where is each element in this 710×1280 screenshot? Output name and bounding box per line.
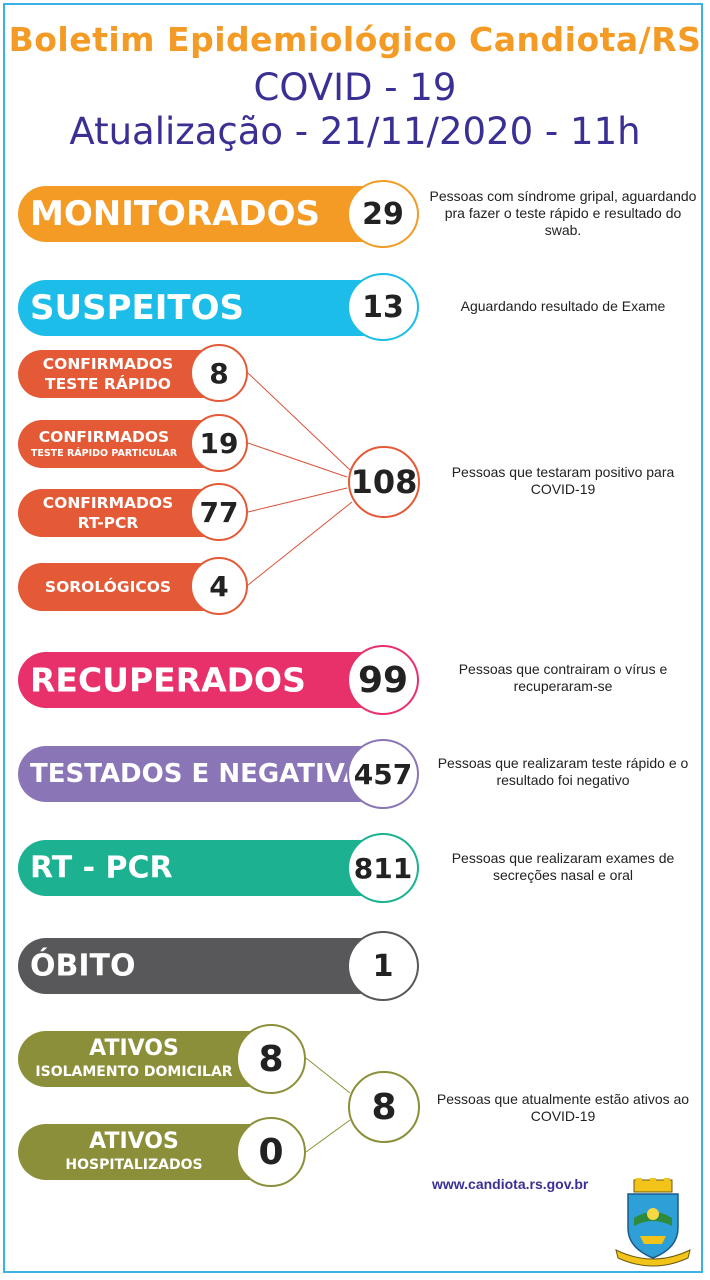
suspeitos-count: 13 xyxy=(347,273,419,341)
ativos-isolamento-label: ATIVOS ISOLAMENTO DOMICILAR xyxy=(35,1036,233,1080)
confirmados-teste-rapido-count: 8 xyxy=(190,344,248,402)
ativos-total: 8 xyxy=(348,1071,420,1143)
sorologicos-count: 4 xyxy=(190,557,248,615)
ativos-hospitalizados-count: 0 xyxy=(236,1117,306,1187)
rt-pcr-label: RT - PCR xyxy=(30,850,173,886)
border-frame xyxy=(3,3,703,1273)
confirmados-rt-pcr-label: CONFIRMADOS RT-PCR xyxy=(42,494,174,532)
suspeitos-label: SUSPEITOS xyxy=(30,288,244,328)
page-subtitle: COVID - 19 xyxy=(253,66,457,109)
ativos-description: Pessoas que atualmente estão ativos ao C… xyxy=(436,1091,690,1124)
recuperados-count: 99 xyxy=(347,645,419,715)
recuperados-label: RECUPERADOS xyxy=(30,660,306,700)
testados-count: 457 xyxy=(347,739,419,809)
confirmados-particular-label: CONFIRMADOS TESTE RÁPIDO PARTICULAR xyxy=(30,428,178,459)
confirmados-teste-rapido-label: CONFIRMADOS TESTE RÁPIDO xyxy=(42,355,174,393)
monitorados-description: Pessoas com síndrome gripal, aguardando … xyxy=(429,188,697,238)
sorologicos-label: SOROLÓGICOS xyxy=(44,578,172,596)
page-title: Boletim Epidemiológico Candiota/RS xyxy=(8,20,702,59)
suspeitos-description: Aguardando resultado de Exame xyxy=(460,298,666,314)
rt-pcr-description: Pessoas que realizaram exames de secreçõ… xyxy=(451,850,675,883)
recuperados-description: Pessoas que contrairam o vírus e recuper… xyxy=(458,661,668,694)
website-link[interactable]: www.candiota.rs.gov.br xyxy=(432,1176,589,1192)
ativos-isolamento-count: 8 xyxy=(236,1024,306,1094)
confirmados-description: Pessoas que testaram positivo para COVID… xyxy=(451,464,675,497)
candiota-coat-of-arms-icon xyxy=(612,1178,694,1270)
confirmados-rt-pcr-count: 77 xyxy=(190,483,248,541)
obito-label: ÓBITO xyxy=(30,948,136,984)
confirmados-total: 108 xyxy=(348,446,420,518)
recuperados-bar: RECUPERADOS xyxy=(18,652,418,708)
monitorados-label: MONITORADOS xyxy=(30,194,321,234)
update-date: Atualização - 21/11/2020 - 11h xyxy=(69,110,641,153)
monitorados-count: 29 xyxy=(347,180,419,248)
ativos-hospitalizados-label: ATIVOS HOSPITALIZADOS xyxy=(65,1129,203,1173)
rt-pcr-count: 811 xyxy=(347,833,419,903)
obito-count: 1 xyxy=(347,931,419,1001)
confirmados-particular-count: 19 xyxy=(190,414,248,472)
testados-description: Pessoas que realizaram teste rápido e o … xyxy=(437,755,689,788)
